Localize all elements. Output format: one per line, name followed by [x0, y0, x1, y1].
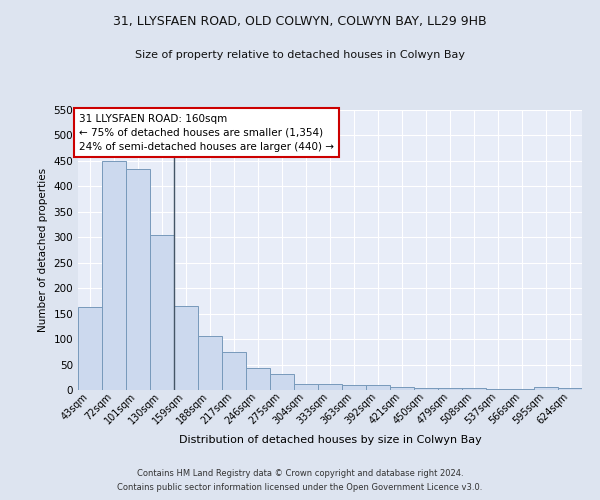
Bar — [126, 168, 150, 390]
Y-axis label: Number of detached properties: Number of detached properties — [38, 168, 48, 332]
Bar — [414, 388, 438, 390]
Bar — [246, 368, 270, 390]
Text: 31, LLYSFAEN ROAD, OLD COLWYN, COLWYN BAY, LL29 9HB: 31, LLYSFAEN ROAD, OLD COLWYN, COLWYN BA… — [113, 15, 487, 28]
Text: 31 LLYSFAEN ROAD: 160sqm
← 75% of detached houses are smaller (1,354)
24% of sem: 31 LLYSFAEN ROAD: 160sqm ← 75% of detach… — [79, 114, 334, 152]
Bar — [438, 388, 462, 390]
Bar — [222, 352, 246, 390]
Bar — [342, 385, 366, 390]
Bar — [558, 388, 582, 390]
Bar — [102, 161, 126, 390]
X-axis label: Distribution of detached houses by size in Colwyn Bay: Distribution of detached houses by size … — [179, 434, 481, 444]
Text: Contains public sector information licensed under the Open Government Licence v3: Contains public sector information licen… — [118, 484, 482, 492]
Bar — [294, 384, 318, 390]
Bar — [390, 388, 414, 390]
Bar — [510, 389, 534, 390]
Bar — [318, 384, 342, 390]
Bar — [198, 336, 222, 390]
Text: Size of property relative to detached houses in Colwyn Bay: Size of property relative to detached ho… — [135, 50, 465, 60]
Bar — [366, 386, 390, 390]
Bar — [270, 374, 294, 390]
Text: Contains HM Land Registry data © Crown copyright and database right 2024.: Contains HM Land Registry data © Crown c… — [137, 468, 463, 477]
Bar — [150, 234, 174, 390]
Bar — [174, 306, 198, 390]
Bar — [78, 307, 102, 390]
Bar — [486, 389, 510, 390]
Bar — [534, 388, 558, 390]
Bar — [462, 388, 486, 390]
